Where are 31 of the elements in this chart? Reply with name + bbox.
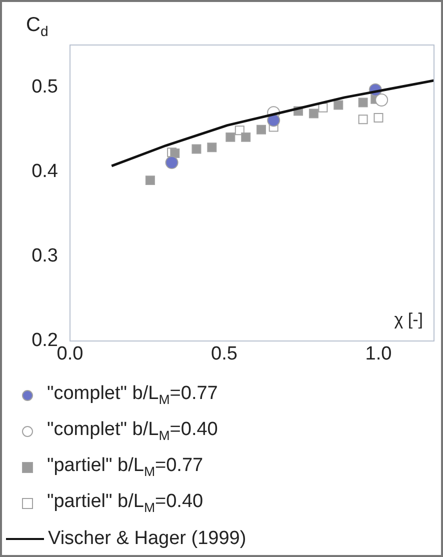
x-tick-label: 0.5: [211, 344, 238, 365]
point: [256, 124, 266, 134]
point: [226, 132, 236, 142]
point: [207, 142, 217, 152]
legend-label: Vischer & Hager (1999): [48, 528, 246, 550]
legend-label: "partiel" b/L$_{M}$=0.77: [47, 455, 204, 479]
legend-label: "complet" b/L$_{M}$=0.77: [47, 383, 218, 407]
y-tick-label: 0.4: [32, 161, 58, 182]
point: [145, 176, 155, 186]
y-tick-label: 0.3: [32, 246, 58, 267]
point: [241, 132, 251, 142]
y-tick-label: 0.5: [32, 76, 58, 98]
point: [308, 108, 318, 118]
point: [192, 144, 202, 154]
x-tick-label: 0.0: [56, 344, 84, 365]
point: [375, 93, 388, 106]
y-tick-label: 0.2: [32, 330, 58, 352]
x-axis-title: χ [-]: [394, 310, 423, 330]
point: [334, 100, 344, 110]
point: [374, 112, 384, 122]
point: [170, 148, 180, 158]
point: [165, 156, 178, 170]
x-tick-label: 1.0: [365, 344, 392, 365]
point: [358, 114, 368, 124]
point: [267, 114, 280, 127]
point: [234, 126, 244, 136]
legend-label: "partiel" b/L$_{M}$=0.40: [47, 491, 204, 515]
point: [318, 102, 328, 112]
y-axis-title: C$_{d}$: [26, 14, 48, 39]
point: [358, 98, 368, 108]
legend-label: "complet" b/L$_{M}$=0.40: [47, 419, 218, 443]
